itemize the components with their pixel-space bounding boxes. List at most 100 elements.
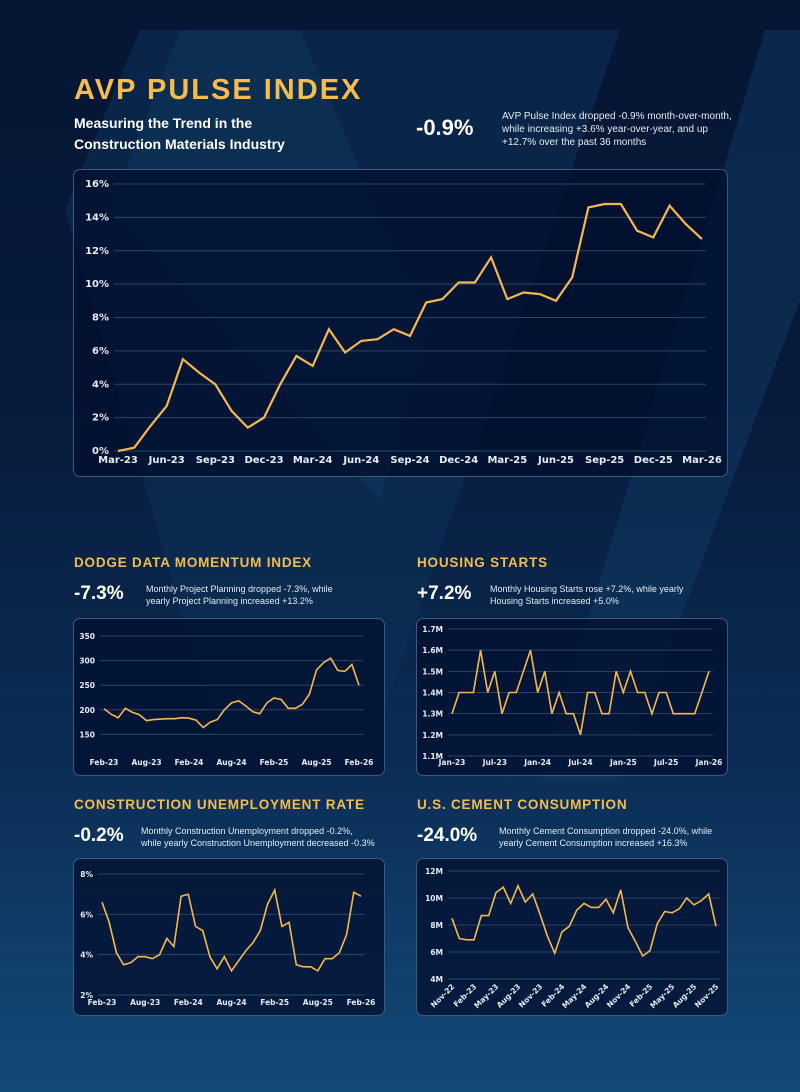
pulse-change-description: AVP Pulse Index dropped -0.9% month-over… [502,111,732,148]
dodge-chart-panel: 150 200 250 300 350 Feb-23 Aug-23 Feb-24 Aug-24 F… [73,618,385,776]
y-tick-label: 250 [79,681,95,690]
x-tick-label: Jul-23 [482,758,507,767]
x-tick-label: Nov-25 [693,982,720,1009]
y-tick-label: 1.3M [422,710,443,719]
unemployment-description: Monthly Construction Unemployment droppe… [141,825,375,849]
x-tick-label: Aug-24 [216,758,246,767]
y-tick-label: 2% [80,991,93,1000]
x-tick-label: Nov-23 [517,982,544,1009]
unemployment-desc-line-2: while yearly Construction Unemployment d… [141,838,375,848]
y-tick-label: 300 [79,657,95,666]
cement-desc-line-1: Monthly Cement Consumption dropped -24.0… [499,826,713,836]
y-tick-label: 10M [425,894,443,903]
x-tick-label: Jan-24 [523,758,551,767]
housing-desc-line-1: Monthly Housing Starts rose +7.2%, while… [490,584,684,594]
pulse-series-line [117,202,703,453]
x-tick-label: Sep-24 [390,455,429,466]
y-tick-label: 6% [80,910,93,919]
unemployment-series-line [101,887,362,973]
dodge-desc-line-1: Monthly Project Planning dropped -7.3%, … [146,584,333,594]
page-title: AVP PULSE INDEX [74,74,363,106]
x-tick-label: Feb-23 [90,758,119,767]
y-tick-label: 6% [92,346,109,357]
y-tick-label: 10% [85,279,109,290]
x-tick-label: Nov-22 [429,982,456,1009]
dodge-description: Monthly Project Planning dropped -7.3%, … [146,583,333,607]
y-tick-label: 200 [79,706,95,715]
cement-change-percent: -24.0% [417,825,478,846]
cement-title: U.S. CEMENT CONSUMPTION [417,797,628,812]
x-tick-label: Mar-24 [293,455,333,466]
page-subtitle: Measuring the Trend in the Construction … [74,113,334,155]
y-tick-label: 4% [80,951,93,960]
y-tick-label: 1.5M [422,667,443,676]
y-tick-label: 4% [92,379,109,390]
x-tick-label: Jul-24 [567,758,592,767]
dodge-series-line [103,656,360,729]
cement-description: Monthly Cement Consumption dropped -24.0… [499,825,712,849]
x-tick-label: Jun-24 [342,455,379,466]
x-tick-label: Feb-24 [175,758,204,767]
x-tick-label: Sep-25 [585,455,624,466]
y-tick-label: 4M [430,975,443,984]
x-tick-label: Aug-25 [303,998,333,1007]
pulse-chart-panel: 0% 2% 4% 6% 8% 10% 12% 14% 16% Mar-23 Jun-23 Sep-23… [73,169,728,477]
unemployment-change-percent: -0.2% [74,825,124,846]
y-tick-label: 6M [430,948,443,957]
dodge-title: DODGE DATA MOMENTUM INDEX [74,555,312,570]
housing-series-line [451,649,710,736]
y-tick-label: 8% [92,313,109,324]
unemployment-title: CONSTRUCTION UNEMPLOYMENT RATE [74,797,365,812]
x-tick-label: Sep-23 [196,455,235,466]
housing-description: Monthly Housing Starts rose +7.2%, while… [490,583,683,607]
cement-desc-line-2: yearly Cement Consumption increased +16.… [499,838,688,848]
cement-series-line [451,883,717,958]
x-tick-label: Jun-23 [148,455,185,466]
y-tick-label: 14% [85,212,109,223]
y-tick-label: 1.1M [422,752,443,761]
x-tick-label: Feb-25 [260,758,289,767]
unemployment-chart-panel: 2% 4% 6% 8% Feb-23 Aug-23 Feb-24 Aug-24 Feb-25 Au… [73,858,385,1016]
y-tick-label: 1.6M [422,646,443,655]
subtitle-line-1: Measuring the Trend in the [74,115,253,131]
housing-desc-line-2: Housing Starts increased +5.0% [490,596,619,606]
x-tick-label: Feb-26 [347,998,376,1007]
pulse-change-percent: -0.9% [416,115,474,140]
cement-chart: 4M6M8M10M12MNov-22Feb-23May-23Aug-23Nov-… [425,867,720,1010]
x-tick-label: Nov-24 [605,982,632,1009]
x-tick-label: Jan-25 [609,758,637,767]
y-tick-label: 0% [92,446,109,457]
x-tick-label: Feb-26 [345,758,374,767]
x-tick-label: Mar-26 [682,455,722,466]
unemployment-desc-line-1: Monthly Construction Unemployment droppe… [141,826,353,836]
cement-chart-panel: 4M 6M 8M 10M 12M Nov-22 Feb-23 May-23 Aug-23 Nov-… [416,858,728,1016]
pulse-index-chart: 0% 2% 4% 6% 8% 10% 12% 14% 16% Mar-23 Jun-23 Sep-23… [85,179,722,466]
x-tick-label: Feb-24 [174,998,203,1007]
x-tick-label: Aug-23 [131,758,161,767]
y-tick-label: 1.7M [422,625,443,634]
x-tick-label: Jul-25 [653,758,678,767]
y-tick-label: 2% [92,413,109,424]
y-tick-label: 12M [425,867,443,876]
y-tick-label: 1.2M [422,731,443,740]
dodge-change-percent: -7.3% [74,583,124,604]
x-tick-label: Jan-26 [695,758,723,767]
dodge-desc-line-2: yearly Project Planning increased +13.2% [146,596,313,606]
housing-chart-panel: 1.1M 1.2M 1.3M 1.4M 1.5M 1.6M 1.7M Jan-23 Jul-23… [416,618,728,776]
housing-title: HOUSING STARTS [417,555,548,570]
housing-change-percent: +7.2% [417,583,472,604]
x-tick-label: Dec-25 [634,455,673,466]
subtitle-line-2: Construction Materials Industry [74,136,285,152]
x-tick-label: Jan-23 [438,758,466,767]
housing-chart: 1.1M 1.2M 1.3M 1.4M 1.5M 1.6M 1.7M Jan-23 Jul-23… [422,625,723,767]
y-tick-label: 8M [430,921,443,930]
dodge-chart: 150 200 250 300 350 Feb-23 Aug-23 Feb-24 Aug-24 F… [79,632,374,767]
x-tick-label: Aug-24 [216,998,246,1007]
x-tick-label: Mar-23 [98,455,138,466]
x-tick-label: Aug-23 [130,998,160,1007]
x-tick-label: Jun-25 [537,455,574,466]
x-tick-label: Dec-24 [439,455,478,466]
y-tick-label: 150 [79,730,95,739]
y-tick-label: 1.4M [422,689,443,698]
x-tick-label: Feb-25 [260,998,289,1007]
